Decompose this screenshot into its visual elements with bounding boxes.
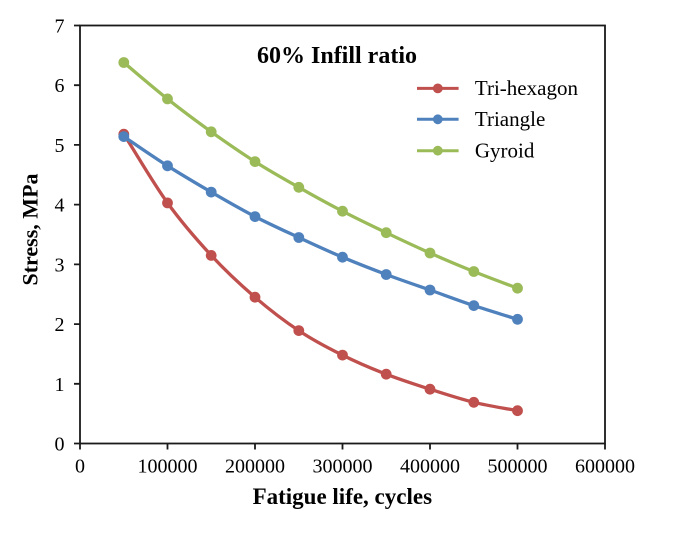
svg-text:2: 2 — [55, 314, 65, 336]
svg-text:5: 5 — [55, 135, 65, 157]
svg-text:0: 0 — [75, 455, 85, 477]
svg-text:1: 1 — [55, 374, 65, 396]
svg-text:Gyroid: Gyroid — [475, 138, 535, 162]
svg-text:600000: 600000 — [575, 455, 635, 477]
svg-text:300000: 300000 — [313, 455, 373, 477]
svg-text:6: 6 — [55, 75, 65, 97]
svg-text:400000: 400000 — [400, 455, 460, 477]
svg-text:500000: 500000 — [488, 455, 548, 477]
svg-text:Fatigue life, cycles: Fatigue life, cycles — [253, 484, 433, 509]
svg-text:200000: 200000 — [225, 455, 285, 477]
svg-text:7: 7 — [55, 16, 65, 38]
svg-text:100000: 100000 — [138, 455, 198, 477]
svg-text:Triangle: Triangle — [475, 107, 545, 131]
svg-text:0: 0 — [55, 434, 65, 456]
svg-text:Tri-hexagon: Tri-hexagon — [475, 76, 579, 100]
svg-text:3: 3 — [55, 254, 65, 276]
svg-text:60% Infill ratio: 60% Infill ratio — [257, 43, 417, 69]
svg-text:Stress, MPa: Stress, MPa — [17, 173, 42, 285]
svg-text:4: 4 — [55, 195, 65, 217]
